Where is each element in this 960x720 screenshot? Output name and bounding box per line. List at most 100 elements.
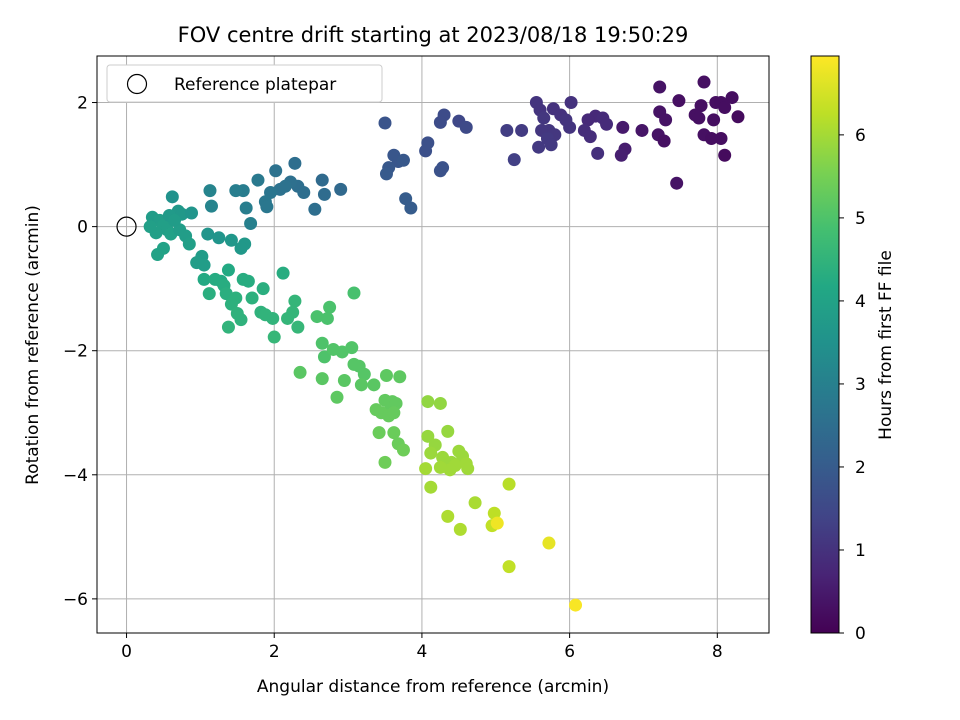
data-point — [387, 406, 400, 419]
data-point — [331, 391, 344, 404]
data-point — [380, 369, 393, 382]
colorbar: 0 1 2 3 4 5 6 Hours from first FF file — [811, 56, 896, 644]
data-point — [316, 337, 329, 350]
data-point — [251, 174, 264, 187]
data-point — [658, 134, 671, 147]
data-point — [600, 118, 613, 131]
data-point — [244, 217, 257, 230]
y-tick-label: −4 — [63, 466, 88, 486]
data-points — [117, 76, 744, 612]
data-point — [419, 144, 432, 157]
data-point — [318, 188, 331, 201]
data-point — [166, 190, 179, 203]
data-point — [168, 214, 181, 227]
data-point — [229, 184, 242, 197]
data-point — [434, 461, 447, 474]
colorbar-tick-label: 1 — [855, 541, 866, 561]
data-point — [542, 537, 555, 550]
legend-entry: Reference platepar — [174, 75, 336, 95]
data-point — [355, 378, 368, 391]
data-point — [653, 81, 666, 94]
data-point — [672, 94, 685, 107]
data-point — [198, 259, 211, 272]
colorbar-tick-label: 3 — [855, 375, 866, 395]
data-point — [500, 124, 513, 137]
data-point — [203, 184, 216, 197]
data-point — [635, 124, 648, 137]
data-point — [503, 478, 516, 491]
data-point — [294, 366, 307, 379]
x-axis-label: Angular distance from reference (arcmin) — [257, 677, 609, 697]
colorbar-label: Hours from first FF file — [876, 250, 896, 440]
colorbar-tick-label: 6 — [855, 126, 866, 146]
data-point — [266, 312, 279, 325]
y-axis-label: Rotation from reference (arcmin) — [23, 205, 43, 485]
data-point — [434, 116, 447, 129]
data-point — [183, 237, 196, 250]
data-point — [731, 110, 744, 123]
data-point — [373, 426, 386, 439]
data-point — [537, 112, 550, 125]
scatter-chart: 02468 −6−4−202 FOV centre drift starting… — [0, 0, 960, 720]
data-point — [591, 147, 604, 160]
data-point — [670, 177, 683, 190]
data-point — [424, 447, 437, 460]
data-point — [491, 517, 504, 530]
data-point — [268, 331, 281, 344]
data-point — [144, 220, 157, 233]
data-point — [698, 76, 711, 89]
data-point — [460, 121, 473, 134]
data-point — [461, 462, 474, 475]
data-point — [185, 206, 198, 219]
data-point — [379, 117, 392, 130]
data-point — [454, 523, 467, 536]
data-point — [397, 443, 410, 456]
data-point — [203, 287, 216, 300]
y-tick-label: 2 — [77, 94, 88, 114]
data-point — [347, 287, 360, 300]
data-point — [380, 167, 393, 180]
x-tick-label: 0 — [121, 642, 132, 662]
data-point — [584, 130, 597, 143]
data-point — [393, 370, 406, 383]
y-tick-label: −2 — [63, 342, 88, 362]
data-point — [434, 397, 447, 410]
data-point — [718, 101, 731, 114]
data-point — [201, 228, 214, 241]
data-point — [288, 157, 301, 170]
data-point — [222, 321, 235, 334]
colorbar-tick-label: 0 — [855, 624, 866, 644]
data-point — [659, 113, 672, 126]
data-point — [441, 425, 454, 438]
data-point — [269, 164, 282, 177]
data-point — [565, 96, 578, 109]
data-point — [515, 124, 528, 137]
y-axis-ticks: −6−4−202 — [63, 94, 97, 610]
legend: Reference platepar — [107, 65, 382, 102]
data-point — [316, 372, 329, 385]
data-point — [205, 200, 218, 213]
x-axis-ticks: 0 2 4 6 8 — [121, 633, 723, 662]
data-point — [212, 231, 225, 244]
colorbar-tick-label: 5 — [855, 209, 866, 229]
data-point — [434, 164, 447, 177]
x-tick-label: 8 — [712, 642, 723, 662]
data-point — [260, 200, 273, 213]
data-point — [469, 496, 482, 509]
data-point — [151, 248, 164, 261]
data-point — [379, 456, 392, 469]
data-point — [198, 273, 211, 286]
data-point — [240, 202, 253, 215]
data-point — [235, 313, 248, 326]
data-point — [707, 113, 720, 126]
colorbar-gradient — [811, 56, 839, 633]
colorbar-tick-label: 4 — [855, 292, 866, 312]
data-point — [291, 321, 304, 334]
data-point — [387, 426, 400, 439]
data-point — [281, 312, 294, 325]
data-point — [424, 481, 437, 494]
data-point — [616, 121, 629, 134]
data-point — [235, 242, 248, 255]
x-tick-label: 6 — [564, 642, 575, 662]
data-point — [288, 295, 301, 308]
